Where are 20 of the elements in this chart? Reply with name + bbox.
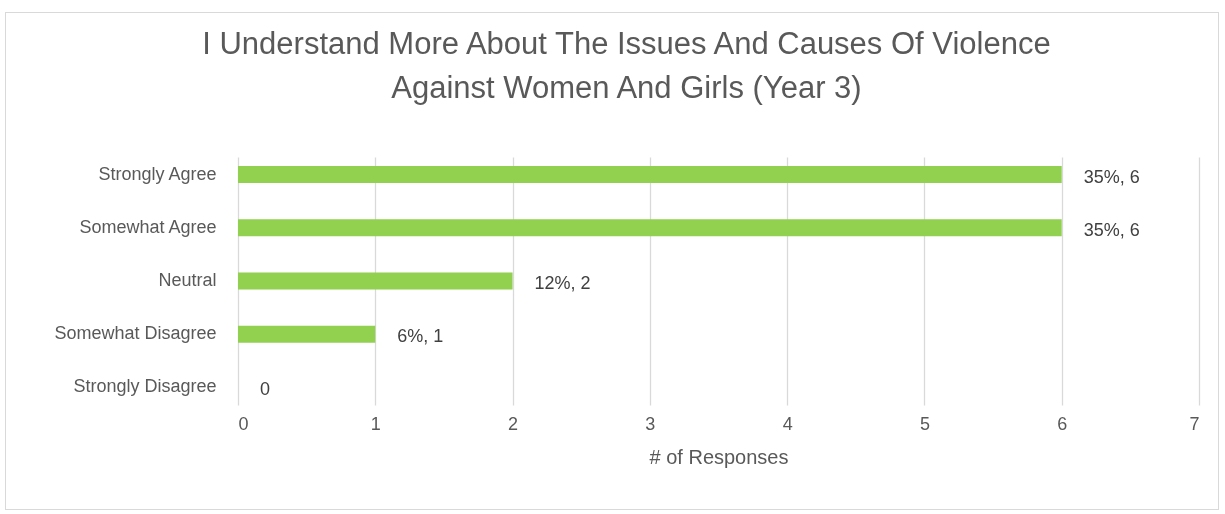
x-tick-label: 2 <box>508 413 519 434</box>
y-tick-label: Somewhat Disagree <box>54 323 217 344</box>
x-tick-label: 4 <box>782 413 793 434</box>
x-tick-label: 1 <box>370 413 381 434</box>
x-tick-label: 6 <box>1057 413 1068 434</box>
data-label: 12%, 2 <box>534 273 591 293</box>
data-label: 0 <box>260 379 271 400</box>
data-label: 35%, 6 <box>1083 166 1140 187</box>
data-label: 6%, 1 <box>397 326 444 347</box>
x-tick-label: 7 <box>1189 413 1200 434</box>
x-axis-title: # of Responses <box>649 445 789 468</box>
y-tick-label: Strongly Disagree <box>73 376 217 397</box>
x-tick-label: 3 <box>645 413 656 434</box>
y-tick-label: Neutral <box>158 270 217 290</box>
y-tick-label: Somewhat Agree <box>79 216 217 237</box>
y-tick-label: Strongly Agree <box>98 163 217 184</box>
data-label: 35%, 6 <box>1083 219 1140 240</box>
chart-title: I Understand More About The Issues And Causes Of Violence Against Women And Girls (Year 3) <box>202 26 1051 105</box>
x-tick-label: 0 <box>238 413 249 434</box>
x-tick-label: 5 <box>919 413 930 434</box>
